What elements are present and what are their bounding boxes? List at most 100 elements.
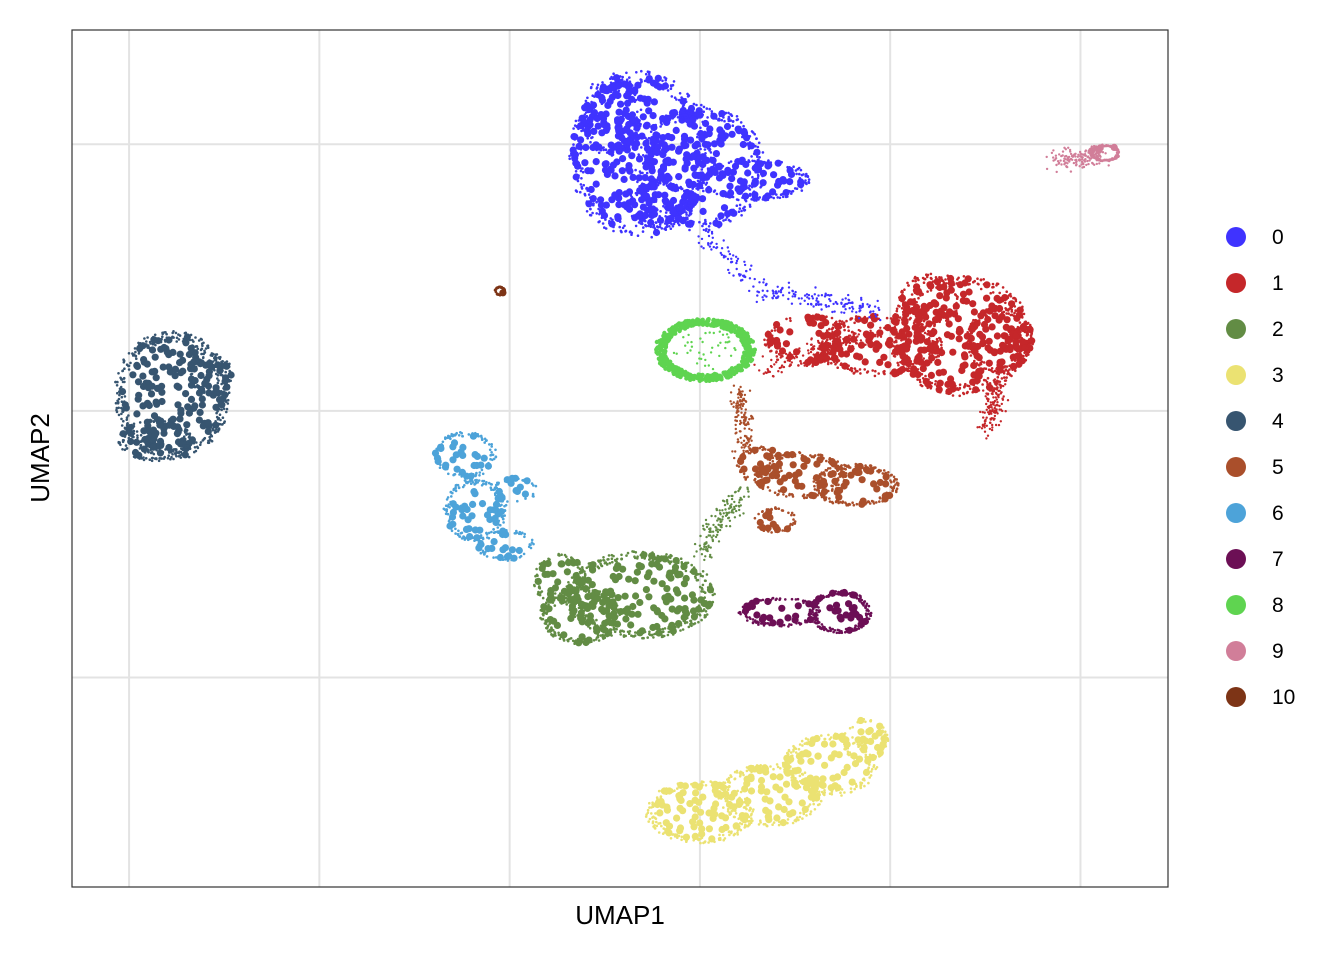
point xyxy=(840,469,843,473)
point xyxy=(610,557,614,560)
point xyxy=(862,749,865,752)
point xyxy=(144,384,152,392)
point xyxy=(850,628,854,631)
point xyxy=(622,615,630,623)
point xyxy=(739,395,743,399)
point xyxy=(115,384,119,387)
point xyxy=(717,786,721,789)
point xyxy=(869,774,873,777)
point xyxy=(142,458,146,462)
point xyxy=(539,591,542,594)
point xyxy=(183,437,187,441)
point xyxy=(702,548,705,551)
point xyxy=(813,474,821,482)
point xyxy=(214,361,222,369)
point xyxy=(719,520,722,524)
point xyxy=(438,457,442,461)
point xyxy=(791,821,795,825)
point xyxy=(705,535,708,539)
point xyxy=(222,407,226,411)
point xyxy=(777,823,781,827)
point xyxy=(763,766,767,770)
point xyxy=(721,518,724,521)
point xyxy=(864,744,867,748)
point xyxy=(703,591,707,594)
point xyxy=(699,609,703,612)
point xyxy=(182,337,185,341)
point xyxy=(125,416,129,419)
point xyxy=(163,420,167,423)
point xyxy=(445,498,449,501)
point xyxy=(709,351,713,354)
point xyxy=(673,367,678,372)
point xyxy=(710,536,713,539)
point xyxy=(823,472,826,476)
point xyxy=(778,597,782,600)
point xyxy=(583,570,586,573)
data-points xyxy=(114,69,1121,845)
point xyxy=(849,753,853,756)
point xyxy=(828,626,832,630)
point xyxy=(812,599,816,602)
point xyxy=(601,633,604,637)
point xyxy=(191,344,194,347)
point xyxy=(758,765,762,768)
point xyxy=(208,438,212,442)
point xyxy=(183,429,187,433)
point xyxy=(737,396,740,399)
point xyxy=(761,795,769,803)
point xyxy=(864,720,867,724)
point xyxy=(186,444,190,448)
point xyxy=(224,370,227,374)
point xyxy=(858,721,861,724)
point xyxy=(133,410,141,418)
point xyxy=(1064,158,1068,161)
point xyxy=(206,359,214,367)
point xyxy=(610,553,614,557)
point xyxy=(161,335,164,339)
point xyxy=(553,592,557,595)
point xyxy=(225,392,228,395)
point xyxy=(1050,151,1054,155)
point xyxy=(709,583,713,587)
point xyxy=(701,574,704,578)
point xyxy=(710,784,714,787)
point xyxy=(792,513,796,517)
point xyxy=(449,490,453,494)
point xyxy=(114,401,118,405)
point xyxy=(125,447,129,450)
point xyxy=(164,448,167,451)
point xyxy=(149,443,157,451)
point xyxy=(810,604,813,608)
point xyxy=(757,512,760,516)
point xyxy=(864,501,867,505)
point xyxy=(736,441,739,444)
point xyxy=(670,560,673,563)
point xyxy=(785,471,793,479)
point xyxy=(733,516,737,519)
point xyxy=(738,508,741,512)
point xyxy=(490,530,493,534)
point xyxy=(453,465,461,473)
point xyxy=(779,624,783,628)
point xyxy=(738,422,742,426)
point xyxy=(698,830,706,838)
point xyxy=(217,422,220,426)
point xyxy=(187,405,195,413)
point xyxy=(723,319,729,325)
point xyxy=(806,601,810,604)
point xyxy=(1087,162,1090,166)
point xyxy=(867,604,871,608)
point xyxy=(727,516,731,519)
point xyxy=(490,445,494,448)
point xyxy=(211,394,214,398)
point xyxy=(139,372,147,380)
point xyxy=(755,446,759,450)
point xyxy=(204,419,212,427)
point xyxy=(477,549,480,552)
point xyxy=(741,359,746,365)
point xyxy=(725,500,729,503)
point xyxy=(839,465,842,469)
point xyxy=(813,484,816,488)
point xyxy=(469,536,472,540)
